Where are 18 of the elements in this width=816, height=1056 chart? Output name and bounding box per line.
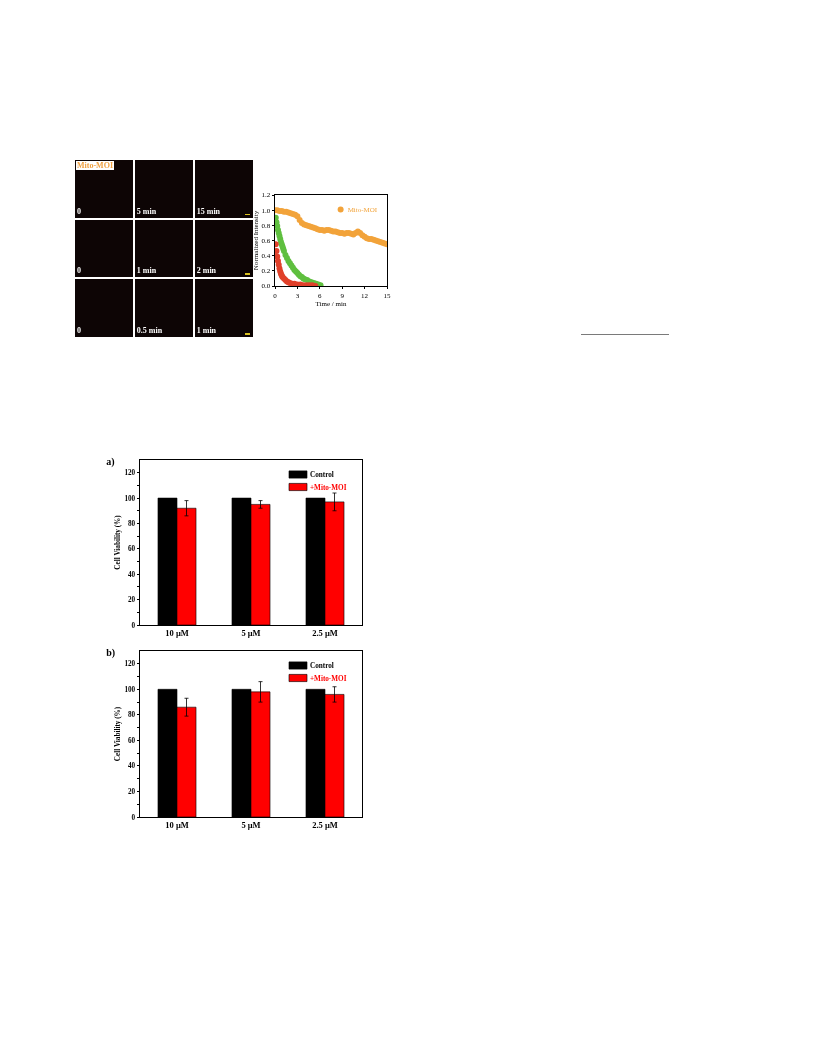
x-tick-label: 2.5 μM: [312, 820, 338, 831]
category-label: Mito-MOI: [77, 161, 113, 170]
text: 2 min: [196, 266, 217, 276]
chart-title: b): [106, 647, 116, 660]
x-tick-label: 5 μM: [241, 820, 261, 831]
text: 1 min: [196, 326, 217, 335]
x-tick-label: 10 μM: [165, 628, 189, 639]
text: 15 min: [196, 206, 221, 216]
x-tick-label: 5 μM: [241, 628, 261, 639]
text: 0: [77, 266, 81, 276]
text: 5 min: [136, 206, 157, 216]
text: 0.5 min: [136, 326, 163, 335]
x-tick-label: 2.5 μM: [312, 628, 338, 639]
chart-title: a): [106, 456, 115, 469]
text: 0: [77, 326, 81, 335]
text: 1 min: [136, 266, 157, 276]
text: 0: [77, 206, 81, 216]
x-tick-label: 10 μM: [165, 820, 189, 831]
